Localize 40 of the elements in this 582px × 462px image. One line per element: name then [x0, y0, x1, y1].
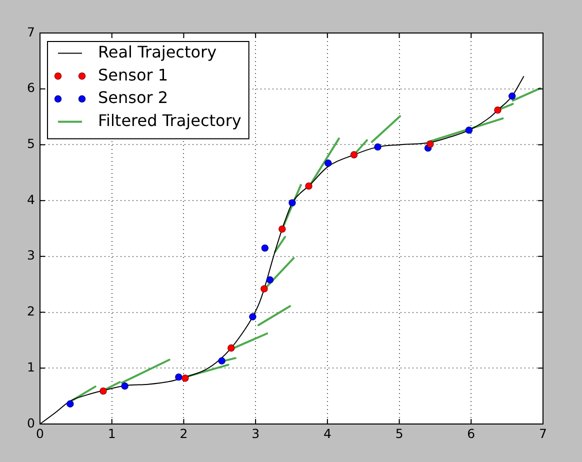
- point: [426, 140, 434, 148]
- point: [508, 92, 516, 100]
- point: [121, 382, 128, 390]
- legend-label: Sensor 1: [98, 65, 168, 84]
- point: [261, 244, 269, 252]
- y-tick-label: 5: [27, 136, 35, 151]
- x-tick-label: 5: [395, 426, 404, 441]
- point: [305, 182, 312, 190]
- y-tick-label: 3: [27, 248, 35, 263]
- point: [66, 400, 74, 408]
- y-tick-label: 4: [27, 192, 36, 207]
- point: [182, 374, 189, 382]
- point: [494, 106, 502, 114]
- point: [350, 151, 358, 158]
- x-tick-label: 3: [252, 426, 260, 441]
- y-tick-label: 2: [27, 304, 35, 319]
- point: [288, 199, 296, 206]
- point: [260, 285, 268, 292]
- x-tick-label: 1: [108, 426, 116, 441]
- legend-label: Sensor 2: [98, 88, 168, 108]
- point: [175, 373, 182, 381]
- y-tick-label: 6: [27, 80, 36, 96]
- x-tick-label: 6: [467, 426, 476, 441]
- point: [228, 344, 235, 352]
- point: [100, 387, 107, 395]
- x-tick-label: 7: [539, 426, 547, 441]
- point: [465, 126, 473, 134]
- legend-label: Filtered Trajectory: [98, 110, 242, 130]
- y-tick-label: 1: [27, 359, 35, 374]
- legend-label: Real Trajectory: [98, 42, 217, 62]
- point: [249, 313, 256, 320]
- x-tick-label: 4: [323, 426, 332, 441]
- y-tick-label: 0: [27, 415, 36, 430]
- point: [324, 160, 332, 167]
- x-tick-label: 2: [180, 426, 188, 441]
- y-tick-label: 7: [27, 24, 35, 40]
- point: [374, 143, 382, 151]
- point: [266, 276, 274, 284]
- point: [278, 225, 286, 233]
- point: [218, 357, 226, 364]
